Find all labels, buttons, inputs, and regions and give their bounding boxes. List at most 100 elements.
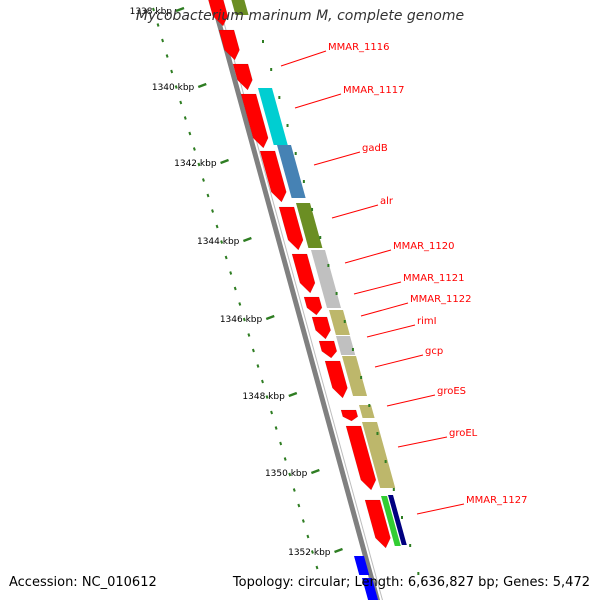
- major-tick: [265, 314, 275, 321]
- major-tick: [242, 236, 252, 243]
- gene-label: MMAR_1127: [466, 495, 528, 506]
- tick-label: 1342 kbp: [174, 159, 217, 169]
- ruler-dot: [179, 100, 183, 105]
- leader-line: [280, 50, 327, 67]
- kbp-ruler: [152, 7, 319, 570]
- ruler-dot: [265, 395, 269, 399]
- ruler-dot: [256, 364, 260, 368]
- track-dot: [384, 460, 387, 463]
- ruler-dot: [306, 534, 310, 539]
- cds-arrow: [278, 206, 304, 251]
- map-title: Mycobacterium marinum M, complete genome: [135, 8, 465, 24]
- gene-label: groEL: [449, 428, 478, 439]
- cds-arrow: [240, 93, 269, 149]
- leader-line: [386, 394, 436, 407]
- major-tick: [334, 547, 343, 554]
- function-band: [354, 556, 370, 575]
- ruler-dot: [206, 193, 210, 198]
- ruler-dot: [274, 426, 278, 430]
- cds-arrow: [232, 63, 253, 91]
- function-band: [388, 495, 407, 545]
- function-band: [336, 336, 356, 355]
- ruler-dot: [197, 162, 201, 167]
- gene-leader-lines: [280, 50, 465, 515]
- ruler-dot: [215, 224, 219, 229]
- track-dot: [319, 236, 322, 239]
- tick-label: 1348 kbp: [242, 392, 285, 402]
- track-dot: [294, 152, 297, 155]
- ruler-dot: [261, 379, 264, 384]
- ruler-dot: [170, 69, 174, 74]
- major-tick: [310, 468, 320, 475]
- ruler-dot: [161, 38, 165, 43]
- function-band: [231, 0, 249, 15]
- ruler-dot: [233, 286, 237, 291]
- leader-line: [374, 354, 424, 368]
- ruler-dot: [279, 441, 283, 446]
- ruler-dot: [152, 7, 155, 12]
- function-band: [362, 422, 396, 488]
- tick-label: 1350 kbp: [265, 469, 308, 479]
- gene-label: MMAR_1120: [393, 241, 455, 252]
- ruler-dot: [202, 178, 205, 182]
- major-tick: [220, 158, 229, 165]
- leader-line: [313, 151, 361, 166]
- function-band: [362, 578, 379, 600]
- ruler-dot: [224, 255, 228, 260]
- leader-line: [331, 204, 379, 219]
- track-dot: [368, 404, 371, 407]
- cds-arrow: [259, 150, 287, 203]
- ruler-dot: [220, 240, 224, 244]
- major-tick: [288, 391, 298, 398]
- cds-arrow: [311, 316, 331, 340]
- leader-line: [360, 302, 409, 317]
- gene-label: alr: [380, 196, 394, 207]
- ruler-dot: [188, 131, 192, 136]
- track-dot: [392, 488, 395, 491]
- tick-label: 1346 kbp: [220, 315, 263, 325]
- cds-arrow: [340, 409, 359, 422]
- function-band: [311, 250, 342, 308]
- ruler-dot: [288, 472, 292, 477]
- ruler-dot: [247, 333, 251, 337]
- track-dot: [311, 208, 314, 211]
- track-dot: [417, 572, 420, 575]
- ruler-dot: [165, 54, 169, 58]
- gene-label: MMAR_1122: [410, 294, 472, 305]
- function-band: [329, 310, 350, 335]
- gene-label: rimI: [417, 316, 437, 327]
- function-band: [277, 145, 306, 198]
- function-band: [296, 203, 323, 248]
- track-dot: [327, 264, 330, 267]
- gene-label: MMAR_1117: [343, 85, 405, 96]
- major-tick: [175, 6, 185, 13]
- ruler-dot: [283, 457, 287, 461]
- ruler-dot: [183, 116, 187, 120]
- leader-line: [366, 324, 416, 338]
- track-dot: [351, 348, 354, 351]
- cds-arrow: [303, 296, 323, 316]
- accession-text: Accession: NC_010612: [9, 575, 157, 590]
- ruler-dot: [238, 302, 242, 306]
- ruler-dot: [251, 348, 255, 353]
- track-dot: [270, 68, 273, 71]
- ruler-dot: [192, 147, 196, 151]
- gene-label: MMAR_1121: [403, 273, 465, 284]
- track-dot: [302, 180, 305, 183]
- track-dot: [343, 320, 346, 323]
- cds-arrow: [208, 0, 229, 27]
- function-band: [381, 496, 401, 546]
- cds-arrow: [324, 360, 348, 399]
- backbone-ring: [210, 0, 383, 600]
- track-dot: [278, 96, 281, 99]
- cds-arrow: [364, 499, 391, 549]
- tick-label: 1338 kbp: [130, 7, 173, 17]
- ruler-dot: [297, 503, 301, 508]
- gene-label: groES: [437, 386, 466, 397]
- gene-label: MMAR_1116: [328, 42, 390, 53]
- tick-label: 1344 kbp: [197, 237, 240, 247]
- ruler-dot: [242, 317, 246, 322]
- gene-labels: MMAR_1116 MMAR_1117 gadB alr MMAR_1120 MMAR_1…: [328, 42, 528, 506]
- track-dot: [286, 124, 289, 127]
